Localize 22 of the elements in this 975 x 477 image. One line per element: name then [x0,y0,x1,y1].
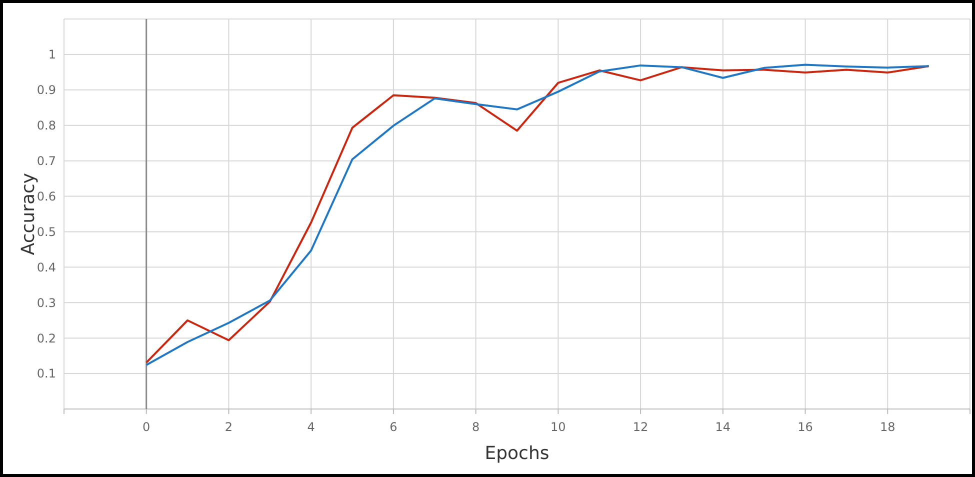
y-tick-label: 0.4 [36,260,56,274]
x-tick-label: 18 [880,420,896,434]
y-tick-label: 0.9 [36,83,56,98]
x-tick-label: 12 [632,420,648,434]
x-axis-title: Epochs [484,443,550,464]
x-tick-label: 2 [224,420,233,434]
x-tick-label: 6 [390,420,398,434]
y-tick-label: 0.8 [36,118,56,133]
y-tick-label: 0.5 [36,224,56,239]
y-tick-label: 0.7 [36,154,56,168]
x-tick-label: 0 [142,420,150,434]
x-tick-label: 10 [550,420,566,434]
y-tick-label: 1 [48,48,56,62]
x-tick-label: 8 [472,420,480,434]
y-tick-label: 0.6 [36,189,56,204]
y-axis-title: Accuracy [18,172,39,256]
x-tick-label: 4 [307,420,315,434]
x-tick-label: 14 [715,420,731,434]
y-tick-label: 0.1 [36,366,56,381]
y-tick-label: 0.2 [36,331,56,346]
x-tick-label: 16 [798,420,813,434]
y-tick-label: 0.3 [36,296,56,310]
